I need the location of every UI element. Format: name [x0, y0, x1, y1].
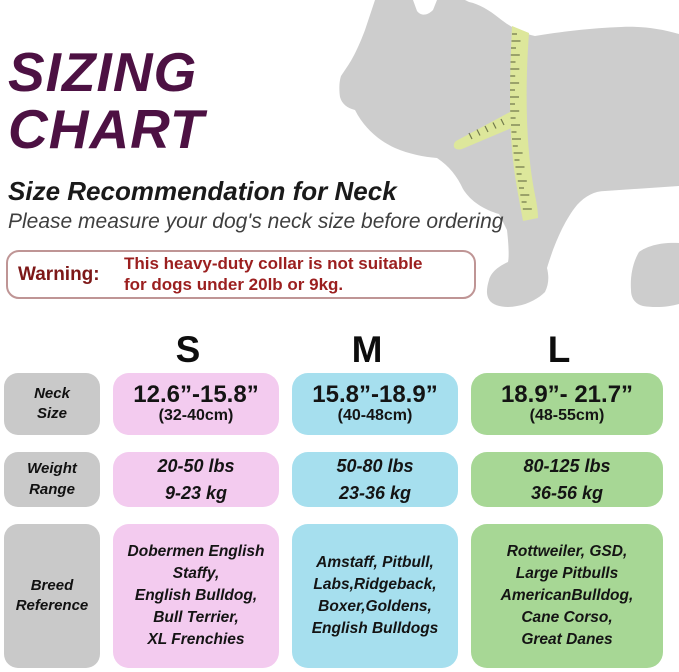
- warning-message-line-2: for dogs under 20lb or 9kg.: [124, 274, 344, 294]
- breed-reference-l: Rottweiler, GSD, Large Pitbulls American…: [471, 524, 663, 668]
- measuring-tape-branch: [453, 112, 514, 150]
- weight-range-m: 50-80 lbs 23-36 kg: [292, 452, 458, 507]
- measuring-tape: [510, 26, 538, 221]
- neck-size-m: 15.8”-18.9” (40-48cm): [292, 373, 458, 435]
- neck-size-m-cm: (40-48cm): [337, 407, 413, 425]
- subtitle: Size Recommendation for Neck: [8, 176, 397, 206]
- dog-svg: [339, 0, 679, 308]
- size-header-s: S: [175, 329, 201, 370]
- dog-rear-leg: [630, 242, 679, 308]
- sizing-table: S M L Neck Size 12.6”-15.8” (32-40cm) 15…: [4, 329, 670, 668]
- neck-size-s: 12.6”-15.8” (32-40cm): [113, 373, 279, 435]
- breed-reference-row: Breed Reference Dobermen English Staffy,…: [4, 524, 670, 668]
- dog-illustration: [339, 0, 679, 316]
- title-line-2: CHART: [8, 98, 205, 160]
- warning-message-line-1: This heavy-duty collar is not suitable: [124, 254, 423, 274]
- size-header-row: S M L: [4, 329, 670, 370]
- page-title: SIZING CHART: [8, 44, 204, 158]
- warning-box: Warning: This heavy-duty collar is not s…: [6, 250, 476, 299]
- tagline: Please measure your dog's neck size befo…: [8, 210, 504, 233]
- neck-size-s-cm: (32-40cm): [158, 407, 234, 425]
- breed-reference-m: Amstaff, Pitbull, Labs,Ridgeback, Boxer,…: [292, 524, 458, 668]
- size-header-l: L: [547, 329, 571, 370]
- row-label-neck-size: Neck Size: [4, 373, 100, 435]
- row-label-weight-range: Weight Range: [4, 452, 100, 507]
- neck-size-s-inches: 12.6”-15.8”: [133, 381, 259, 409]
- weight-range-l: 80-125 lbs 36-56 kg: [471, 452, 663, 507]
- neck-size-l-cm: (48-55cm): [529, 407, 605, 425]
- title-line-1: SIZING: [8, 41, 198, 103]
- row-label-breed-reference: Breed Reference: [4, 524, 100, 668]
- neck-size-m-inches: 15.8”-18.9”: [312, 381, 438, 409]
- neck-size-l-inches: 18.9”- 21.7”: [500, 381, 634, 409]
- breed-reference-s: Dobermen English Staffy, English Bulldog…: [113, 524, 279, 668]
- tape-tick-marks: [468, 33, 532, 210]
- weight-range-s: 20-50 lbs 9-23 kg: [113, 452, 279, 507]
- neck-size-l: 18.9”- 21.7” (48-55cm): [471, 373, 663, 435]
- neck-size-row: Neck Size 12.6”-15.8” (32-40cm) 15.8”-18…: [4, 373, 670, 435]
- warning-label: Warning:: [18, 263, 100, 285]
- dog-silhouette: [339, 0, 679, 307]
- size-header-m: M: [351, 329, 383, 370]
- weight-range-row: Weight Range 20-50 lbs 9-23 kg 50-80 lbs…: [4, 452, 670, 507]
- header-spacer: [4, 330, 100, 370]
- warning-message: This heavy-duty collar is not suitable f…: [124, 254, 423, 294]
